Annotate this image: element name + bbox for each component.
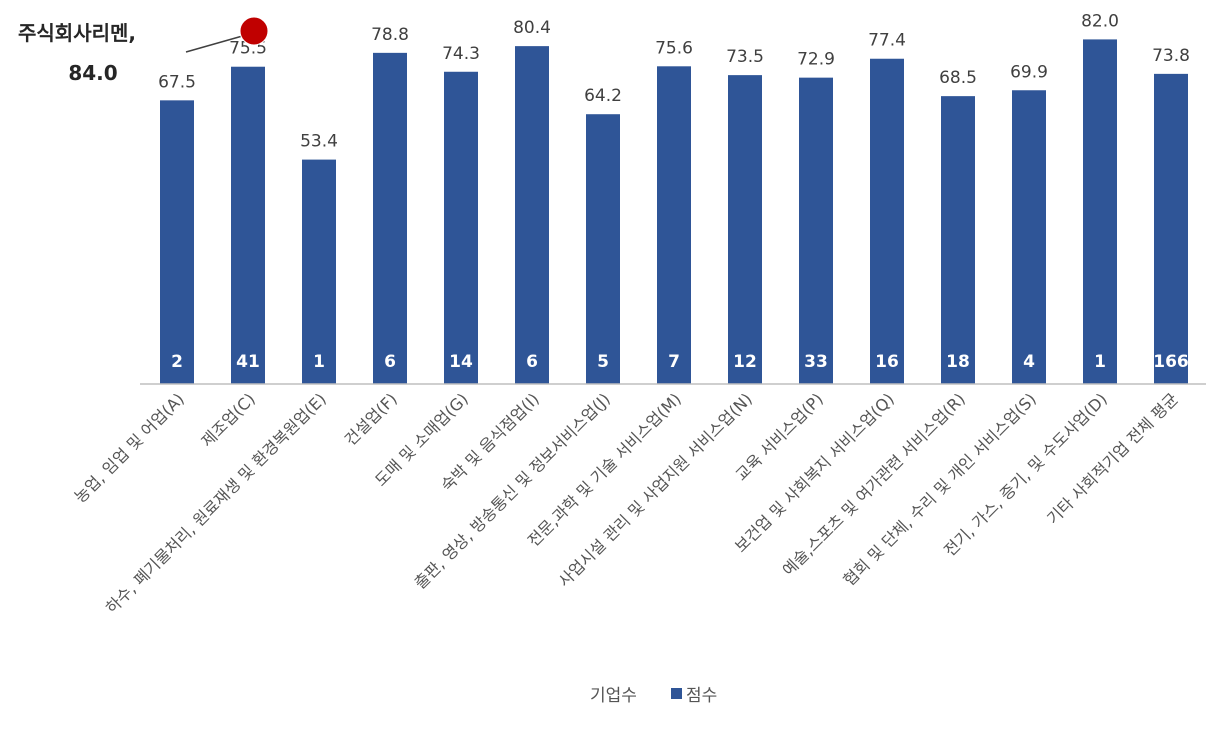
- value-label-15: 73.8: [1152, 46, 1190, 66]
- bar-2: [231, 66, 265, 384]
- labels-layer: 67.5275.54153.4178.8674.31480.4664.2575.…: [158, 11, 1190, 372]
- category-label-4: 건설업(F): [341, 389, 401, 449]
- count-label-3: 1: [313, 352, 325, 372]
- category-label-1: 농업, 임업 및 어업(A): [71, 389, 188, 506]
- bar-12: [941, 96, 975, 384]
- count-label-1: 2: [171, 352, 183, 372]
- annotation-name-label: 주식회사리멘,: [18, 21, 136, 45]
- bar-15: [1154, 73, 1188, 384]
- bar-3: [302, 159, 336, 384]
- count-label-12: 18: [946, 352, 970, 372]
- value-label-13: 69.9: [1010, 62, 1048, 82]
- annotation: 주식회사리멘, 84.0: [18, 16, 269, 85]
- count-label-10: 33: [804, 352, 828, 372]
- value-label-6: 80.4: [513, 18, 551, 38]
- legend-swatch-score: [671, 688, 682, 699]
- count-label-15: 166: [1153, 352, 1189, 372]
- count-label-7: 5: [597, 352, 609, 372]
- count-label-2: 41: [236, 352, 260, 372]
- value-label-11: 77.4: [868, 31, 906, 51]
- bar-14: [1083, 39, 1117, 385]
- count-label-4: 6: [384, 352, 396, 372]
- bar-7: [586, 114, 620, 384]
- annotation-value-label: 84.0: [68, 61, 117, 85]
- count-label-8: 7: [668, 352, 680, 372]
- bar-1: [160, 100, 194, 384]
- category-labels: 농업, 임업 및 어업(A) 제조업(C)하수, 폐기물처리, 원료재생 및 환경…: [71, 389, 1182, 617]
- bar-9: [728, 75, 762, 384]
- value-label-14: 82.0: [1081, 11, 1119, 31]
- value-label-7: 64.2: [584, 86, 622, 106]
- category-label-15: 기타 사회적기업 전체 평균: [1043, 389, 1182, 528]
- value-label-3: 53.4: [300, 132, 338, 152]
- bar-4: [373, 52, 407, 384]
- bar-10: [799, 77, 833, 385]
- count-label-9: 12: [733, 352, 757, 372]
- count-label-5: 14: [449, 352, 473, 372]
- value-label-9: 73.5: [726, 47, 764, 67]
- value-label-1: 67.5: [158, 72, 196, 92]
- value-label-8: 75.6: [655, 38, 693, 58]
- annotation-marker: [239, 16, 269, 46]
- bar-13: [1012, 90, 1046, 384]
- bar-8: [657, 66, 691, 385]
- value-label-4: 78.8: [371, 25, 409, 45]
- count-label-11: 16: [875, 352, 899, 372]
- legend-entry-score: 점수: [686, 686, 717, 706]
- count-label-6: 6: [526, 352, 538, 372]
- count-label-14: 1: [1094, 352, 1106, 372]
- value-label-10: 72.9: [797, 50, 835, 70]
- count-label-13: 4: [1023, 352, 1035, 372]
- category-label-2: 제조업(C): [197, 389, 258, 450]
- value-label-12: 68.5: [939, 68, 977, 88]
- bar-11: [870, 58, 904, 384]
- legend: 기업수 점수: [590, 686, 717, 706]
- legend-entry-companies: 기업수: [590, 686, 637, 706]
- bar-5: [444, 71, 478, 384]
- bar-6: [515, 46, 549, 384]
- value-label-5: 74.3: [442, 44, 480, 64]
- bars-layer: [160, 39, 1188, 385]
